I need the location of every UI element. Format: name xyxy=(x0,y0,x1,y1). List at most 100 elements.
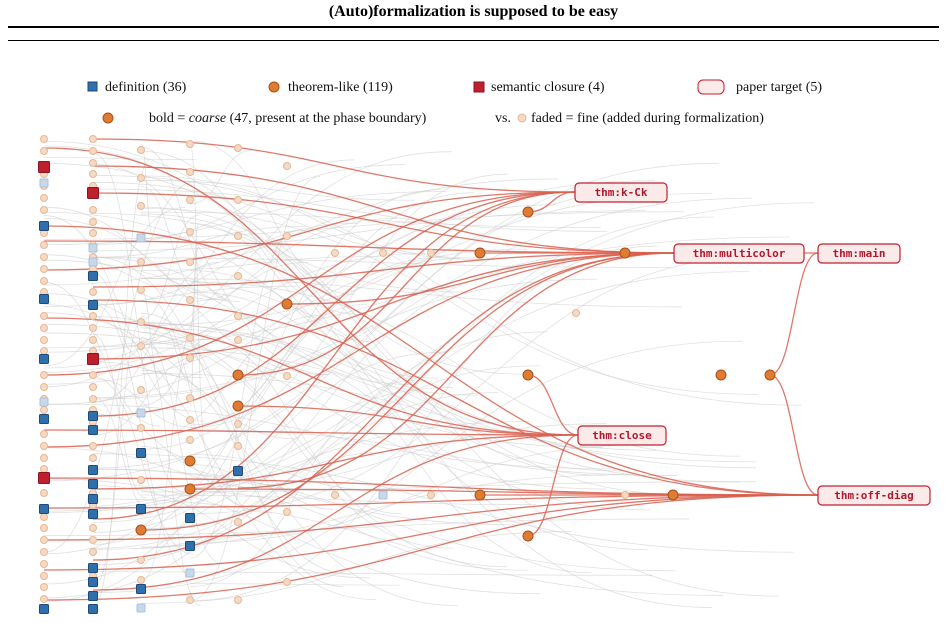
fine-node xyxy=(137,146,145,154)
definition-node xyxy=(39,221,49,231)
fine-node xyxy=(40,489,48,497)
fine-node xyxy=(40,536,48,544)
definition-node xyxy=(136,584,146,594)
fine-node xyxy=(186,354,194,362)
edge xyxy=(43,248,528,385)
theorem-node xyxy=(232,400,244,412)
fine-marker xyxy=(517,113,527,123)
fine-node xyxy=(89,229,97,237)
edge xyxy=(140,327,657,451)
theorem-node xyxy=(135,524,147,536)
theorem-node xyxy=(184,483,196,495)
edge xyxy=(140,213,522,375)
fine-node xyxy=(186,394,194,402)
edge xyxy=(140,341,454,549)
fine-node xyxy=(331,249,339,257)
fine-node xyxy=(186,258,194,266)
fine-node xyxy=(89,159,97,167)
edge xyxy=(527,374,579,436)
edge xyxy=(43,204,556,406)
fine-node xyxy=(89,135,97,143)
edge xyxy=(92,378,194,428)
fine-definition-node xyxy=(136,408,146,418)
definition-node xyxy=(39,604,49,614)
edge xyxy=(140,146,229,301)
edge xyxy=(92,468,520,526)
fine-node xyxy=(234,518,242,526)
fine-node xyxy=(234,144,242,152)
fine-node xyxy=(137,386,145,394)
edge xyxy=(527,191,576,213)
fine-node xyxy=(137,258,145,266)
edge xyxy=(92,361,203,378)
fine-node xyxy=(40,194,48,202)
fine-definition-node xyxy=(378,490,388,500)
fine-node xyxy=(40,513,48,521)
edge xyxy=(43,217,328,376)
edge xyxy=(189,444,649,544)
target-main-label: thm:main xyxy=(833,247,886,260)
theorem-node xyxy=(667,489,679,501)
theorem-node xyxy=(474,489,486,501)
fine-node xyxy=(186,436,194,444)
target-offdiag-label: thm:off-diag xyxy=(834,489,913,502)
edge xyxy=(189,173,508,428)
definition-node xyxy=(88,591,98,601)
edge xyxy=(92,355,203,436)
edge xyxy=(43,254,223,301)
legend-bold-line: bold = coarse (47, present at the phase … xyxy=(149,111,427,126)
fine-node xyxy=(186,168,194,176)
theorem-node xyxy=(184,455,196,467)
fine-node xyxy=(234,442,242,450)
edge xyxy=(189,380,415,587)
fine-node xyxy=(283,232,291,240)
definition-node xyxy=(39,294,49,304)
fine-node xyxy=(234,336,242,344)
edge xyxy=(92,256,352,575)
theorem-node xyxy=(764,369,776,381)
edge xyxy=(189,176,320,601)
closure-node xyxy=(87,353,99,365)
target-offdiag: thm:off-diag xyxy=(817,485,931,506)
legend-closure: semantic closure (4) xyxy=(491,80,605,95)
fine-node xyxy=(621,491,629,499)
definition-node xyxy=(88,411,98,421)
edge xyxy=(43,147,579,436)
theorem-node xyxy=(474,247,486,259)
fine-node xyxy=(89,548,97,556)
edge xyxy=(140,208,759,395)
edge xyxy=(43,312,458,607)
target-close: thm:close xyxy=(577,425,667,446)
edge xyxy=(43,157,196,161)
theorem-marker xyxy=(268,81,280,93)
edge xyxy=(92,191,576,417)
fine-node xyxy=(89,170,97,178)
edge xyxy=(43,225,819,496)
fine-node xyxy=(40,583,48,591)
edge xyxy=(189,142,206,444)
fine-node xyxy=(331,491,339,499)
edge xyxy=(92,434,579,591)
definition-node xyxy=(88,479,98,489)
fine-node xyxy=(186,416,194,424)
fine-node xyxy=(137,556,145,564)
edge xyxy=(43,253,426,373)
legend-faded: faded = fine (added during formalization… xyxy=(531,111,764,126)
definition-marker xyxy=(87,81,98,92)
edge xyxy=(43,271,750,512)
definition-node xyxy=(88,577,98,587)
edge xyxy=(43,181,197,553)
fine-node xyxy=(89,147,97,155)
fine-node xyxy=(137,174,145,182)
legend-vs: vs. xyxy=(495,111,511,126)
edge xyxy=(189,491,528,571)
fine-node xyxy=(40,324,48,332)
edge xyxy=(92,340,743,593)
definition-node xyxy=(88,425,98,435)
edge xyxy=(92,272,141,358)
edge xyxy=(140,278,682,308)
fine-node xyxy=(40,135,48,143)
edge xyxy=(43,281,161,427)
fine-node xyxy=(89,371,97,379)
edge xyxy=(189,150,252,205)
